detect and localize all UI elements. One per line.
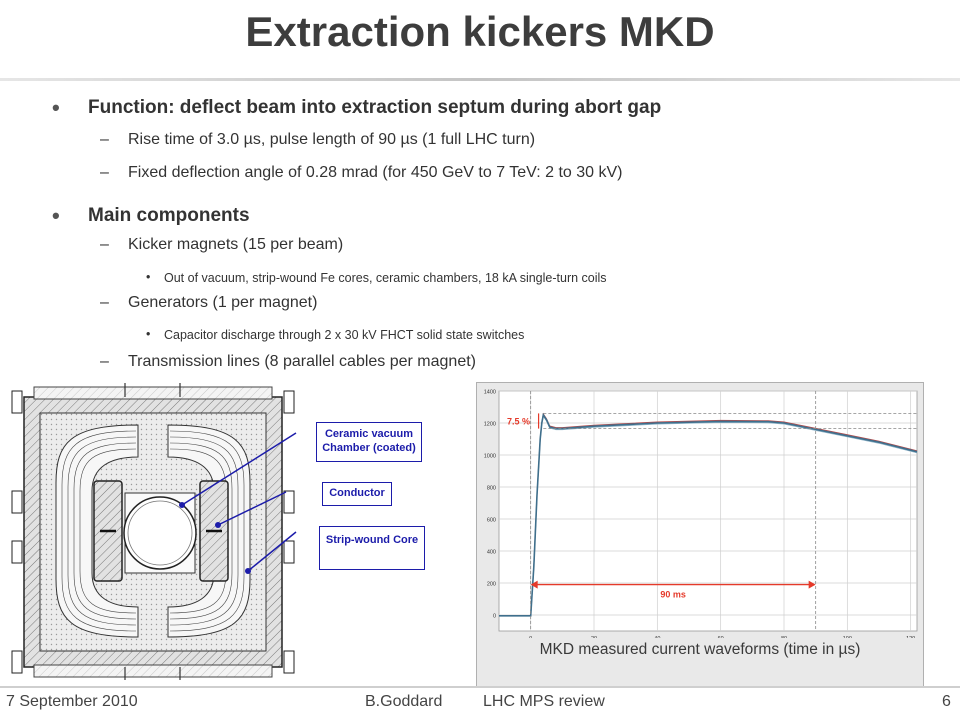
- footer-event: LHC MPS review: [483, 693, 605, 710]
- bullet-components-text: Main components: [88, 205, 250, 226]
- y-tick-label: 1400: [484, 390, 496, 396]
- y-tick-label: 800: [487, 486, 496, 492]
- waveform-chart: 1400 1200 1000 800 600 400 200 0 0 20 40 60 80 100 120…: [484, 390, 918, 638]
- magnet-cross-section-figure: [10, 383, 300, 680]
- y-tick-label: 400: [487, 550, 496, 556]
- sub-bullet-generators-text: Generators (1 per magnet): [128, 294, 318, 311]
- sub-bullet-transmission-lines-text: Transmission lines (8 parallel cables pe…: [128, 353, 476, 370]
- x-tick-label: 0: [529, 636, 532, 638]
- detail-magnets-text: Out of vacuum, strip-wound Fe cores, cer…: [164, 271, 607, 285]
- ripple-label: 7.5 %: [507, 417, 530, 427]
- x-tick-label: 40: [654, 636, 660, 638]
- x-tick-label: 60: [718, 636, 724, 638]
- y-tick-label: 1200: [484, 422, 496, 428]
- footer-author: B.Goddard: [365, 693, 443, 710]
- footer-divider: [0, 686, 960, 688]
- x-tick-label: 80: [781, 636, 787, 638]
- sub-bullet-deflection-text: Fixed deflection angle of 0.28 mrad (for…: [128, 164, 623, 181]
- plot-caption: MKD measured current waveforms (time in …: [539, 641, 861, 658]
- callout-strip-wound-core: Strip-wound Core: [319, 526, 425, 570]
- ceramic-chamber: [123, 496, 197, 570]
- y-tick-label: 0: [493, 614, 496, 620]
- y-tick-label: 200: [487, 582, 496, 588]
- waveform-plot-panel: 1400 1200 1000 800 600 400 200 0 0 20 40 60 80 100 120…: [476, 382, 924, 687]
- arrow-head-right: [808, 580, 816, 589]
- callout-ceramic-vacuum-chamber: Ceramic vacuum Chamber (coated): [316, 422, 422, 462]
- footer-page-number: 6: [942, 693, 951, 710]
- detail-generators-text: Capacitor discharge through 2 x 30 kV FH…: [164, 328, 525, 342]
- slide-title: Extraction kickers MKD: [245, 8, 715, 55]
- x-tick-label: 100: [843, 636, 852, 638]
- y-tick-label: 600: [487, 518, 496, 524]
- x-tick-label: 120: [906, 636, 915, 638]
- x-tick-label: 20: [591, 636, 597, 638]
- title-divider: [0, 78, 960, 81]
- bullet-dot: •: [52, 203, 60, 228]
- footer-date: 7 September 2010: [6, 693, 138, 710]
- plot-area: [498, 390, 918, 632]
- waveform-trace: [499, 412, 918, 617]
- bullet-function-text: Function: deflect beam into extraction s…: [88, 97, 662, 118]
- y-tick-label: 1000: [484, 454, 496, 460]
- sub-bullet-magnets-text: Kicker magnets (15 per beam): [128, 236, 344, 253]
- pulse-length-label: 90 ms: [660, 590, 686, 600]
- magnet-cross-section-drawing: [11, 383, 295, 680]
- sub-bullet-rise-time-text: Rise time of 3.0 µs, pulse length of 90 …: [128, 131, 536, 148]
- arrow-head-left: [530, 580, 538, 589]
- bullet-dot: •: [52, 95, 60, 120]
- callout-conductor: Conductor: [322, 482, 392, 506]
